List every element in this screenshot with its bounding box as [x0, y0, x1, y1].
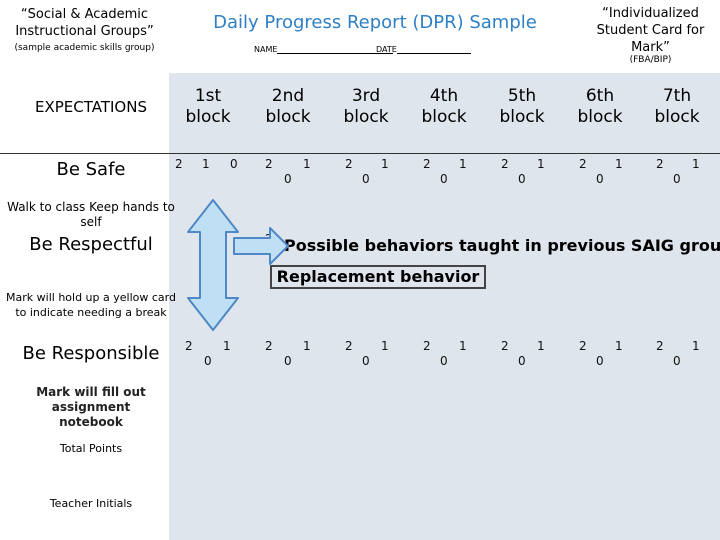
score-0[interactable]: 0 — [284, 354, 292, 368]
score-2[interactable]: 2 — [265, 157, 273, 171]
replacement-behavior-box: Replacement behavior — [270, 265, 486, 289]
score-0[interactable]: 0 — [518, 172, 526, 186]
score-1[interactable]: 1 — [615, 339, 623, 353]
score-2[interactable]: 2 — [501, 157, 509, 171]
total-points-label: Total Points — [59, 442, 123, 455]
block-header-2: 2nd block — [265, 86, 311, 127]
score-0[interactable]: 0 — [230, 157, 238, 171]
overlay-callout-title: Possible behaviors taught in previous SA… — [284, 236, 720, 264]
score-1[interactable]: 1 — [692, 339, 700, 353]
score-2[interactable]: 2 — [175, 157, 183, 171]
block-header-4: 4th block — [421, 86, 467, 127]
date-blank — [396, 45, 471, 54]
block-header-3: 3rd block — [343, 86, 389, 127]
block-header-7: 7th block — [654, 86, 700, 127]
score-2[interactable]: 2 — [656, 157, 664, 171]
row-note-be-safe: Walk to class Keep hands to self — [7, 200, 175, 228]
header-center-card — [169, 0, 581, 73]
score-1[interactable]: 1 — [303, 157, 311, 171]
score-0[interactable]: 0 — [518, 354, 526, 368]
score-1[interactable]: 1 — [615, 157, 623, 171]
score-0[interactable]: 0 — [596, 354, 604, 368]
left-column-bg — [0, 0, 169, 540]
page-title: Daily Progress Report (DPR) Sample — [213, 12, 537, 33]
program-subtitle: (sample academic skills group) — [14, 43, 155, 53]
score-1[interactable]: 1 — [459, 339, 467, 353]
name-field[interactable]: NAME — [254, 45, 394, 54]
score-0[interactable]: 0 — [673, 172, 681, 186]
score-2[interactable]: 2 — [423, 157, 431, 171]
score-2[interactable]: 2 — [423, 339, 431, 353]
score-2[interactable]: 2 — [579, 157, 587, 171]
score-2[interactable]: 2 — [656, 339, 664, 353]
score-2[interactable]: 2 — [345, 157, 353, 171]
block-header-5: 5th block — [499, 86, 545, 127]
score-1[interactable]: 1 — [381, 157, 389, 171]
student-card-subtitle: (FBA/BIP) — [629, 55, 672, 65]
block-header-6: 6th block — [577, 86, 623, 127]
score-2[interactable]: 2 — [265, 339, 273, 353]
score-0[interactable]: 0 — [440, 172, 448, 186]
score-1[interactable]: 1 — [303, 339, 311, 353]
score-1[interactable]: 1 — [459, 157, 467, 171]
score-2[interactable]: 2 — [579, 339, 587, 353]
name-label: NAME — [254, 45, 278, 54]
score-1[interactable]: 1 — [537, 157, 545, 171]
score-1[interactable]: 1 — [537, 339, 545, 353]
score-0[interactable]: 0 — [284, 172, 292, 186]
double-arrow-shape — [187, 199, 239, 331]
score-1[interactable]: 1 — [692, 157, 700, 171]
name-blank — [277, 45, 394, 54]
date-field[interactable]: DATE — [376, 45, 471, 54]
date-label: DATE — [376, 45, 397, 54]
student-card-title: “Individualized Student Card for Mark” — [596, 6, 705, 55]
score-0[interactable]: 0 — [204, 354, 212, 368]
score-0[interactable]: 0 — [362, 354, 370, 368]
teacher-initials-label: Teacher Initials — [49, 497, 133, 510]
score-2[interactable]: 2 — [185, 339, 193, 353]
row-title-be-safe: Be Safe — [56, 159, 126, 180]
program-title: “Social & Academic Instructional Groups” — [15, 7, 154, 39]
row-note-be-respectful: Mark will hold up a yellow card to indic… — [6, 291, 176, 319]
row-title-be-respectful: Be Respectful — [29, 234, 153, 255]
row-title-be-responsible: Be Responsible — [22, 343, 160, 364]
score-2[interactable]: 2 — [501, 339, 509, 353]
score-0[interactable]: 0 — [440, 354, 448, 368]
row-note-be-responsible: Mark will fill out assignment notebook — [36, 385, 146, 429]
header-left-card — [0, 0, 169, 73]
score-2[interactable]: 2 — [345, 339, 353, 353]
header-right-card — [581, 0, 720, 73]
score-0[interactable]: 0 — [596, 172, 604, 186]
score-1[interactable]: 1 — [381, 339, 389, 353]
score-0[interactable]: 0 — [362, 172, 370, 186]
score-1[interactable]: 1 — [223, 339, 231, 353]
expectations-header: EXPECTATIONS — [35, 98, 147, 116]
header-divider — [0, 153, 720, 154]
score-0[interactable]: 0 — [673, 354, 681, 368]
block-header-1: 1st block — [185, 86, 231, 127]
pointer-arrow-shape — [233, 227, 289, 265]
score-1[interactable]: 1 — [202, 157, 210, 171]
